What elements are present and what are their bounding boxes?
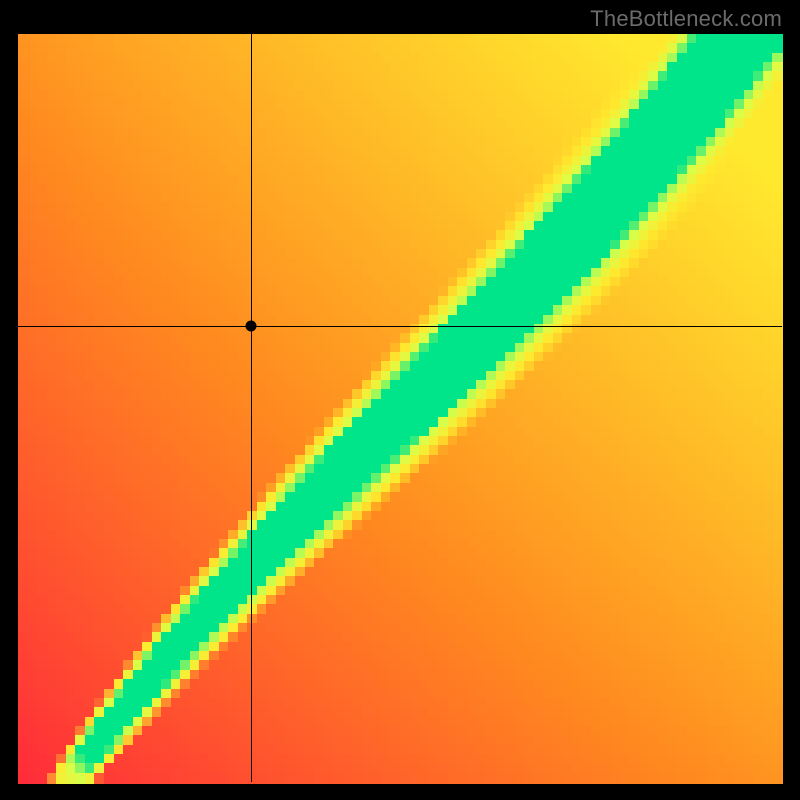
chart-container: TheBottleneck.com xyxy=(0,0,800,800)
watermark-text: TheBottleneck.com xyxy=(590,6,782,32)
bottleneck-heatmap xyxy=(18,34,782,782)
